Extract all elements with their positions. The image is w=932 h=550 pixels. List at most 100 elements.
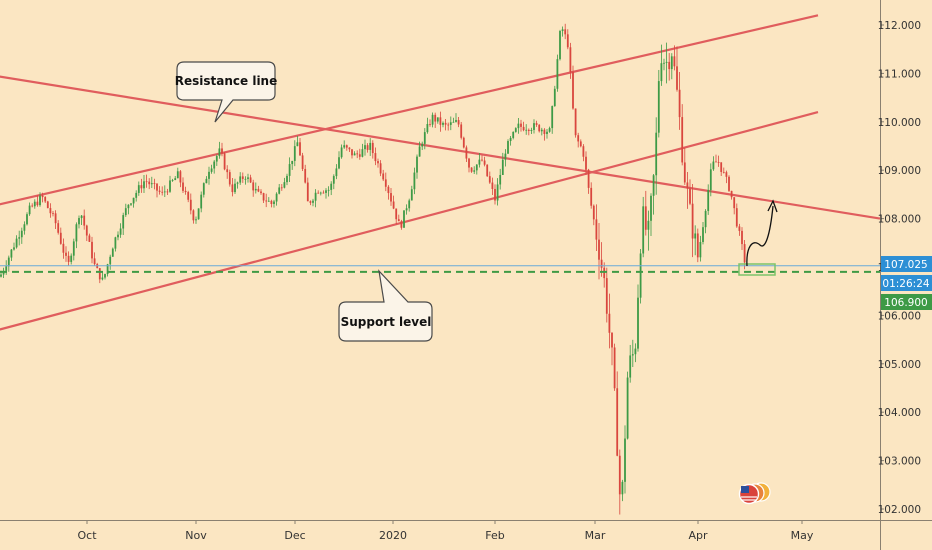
candle-body	[551, 106, 554, 129]
candle-body	[371, 142, 374, 154]
candle-body	[83, 215, 86, 226]
candle-body	[686, 182, 689, 189]
candle-body	[444, 122, 447, 125]
candle-body	[548, 128, 551, 132]
candle-body	[455, 120, 457, 122]
candle-body	[494, 188, 496, 201]
candle-body	[205, 178, 208, 184]
candle-body	[148, 181, 151, 185]
candle-body	[496, 184, 499, 201]
candle-body	[665, 61, 668, 63]
candle-body	[605, 278, 608, 314]
candle-body	[481, 159, 483, 161]
candle-body	[322, 192, 325, 194]
trendline-channel-upper[interactable]	[0, 14, 819, 209]
candle-body	[634, 348, 637, 355]
candle-body	[720, 162, 723, 172]
candle-body	[577, 135, 580, 142]
candle-body	[171, 180, 174, 181]
candle-body	[657, 81, 660, 133]
resistance-callout[interactable]	[176, 61, 276, 123]
candle-body	[717, 162, 720, 163]
candle-body	[582, 146, 585, 157]
candle-body	[478, 159, 481, 165]
candle-body	[5, 266, 8, 271]
candle-body	[143, 181, 145, 189]
candle-body	[579, 141, 582, 147]
candle-body	[301, 155, 304, 169]
candle-body	[80, 215, 83, 219]
x-tick-label: Mar	[585, 529, 606, 542]
candle-body	[572, 72, 574, 109]
support-callout[interactable]	[338, 269, 433, 342]
candle-body	[488, 176, 491, 183]
candle-body	[221, 148, 223, 154]
candle-body	[728, 176, 730, 191]
candle-body	[569, 47, 572, 73]
candle-body	[223, 153, 226, 170]
candle-body	[514, 128, 517, 132]
candle-body	[543, 129, 546, 134]
candle-body	[234, 183, 236, 193]
candle-body	[486, 164, 489, 177]
candle-body	[353, 153, 356, 156]
candle-body	[361, 149, 364, 157]
candle-body	[644, 206, 647, 230]
candle-body	[291, 160, 294, 165]
candle-body	[335, 168, 338, 177]
candle-body	[345, 145, 348, 148]
candle-body	[270, 200, 273, 204]
candle-body	[465, 147, 468, 159]
candle-body	[254, 188, 257, 191]
candle-body	[304, 168, 307, 183]
candle-body	[158, 190, 161, 192]
candle-body	[122, 215, 125, 229]
candle-body	[642, 206, 645, 254]
candle-body	[348, 147, 351, 150]
candle-body	[247, 177, 249, 179]
event-flag-icons[interactable]	[738, 482, 771, 505]
price-levels	[0, 265, 880, 273]
candle-body	[106, 264, 109, 275]
candle-body	[275, 193, 278, 202]
candle-body	[54, 213, 57, 224]
candle-body	[652, 175, 655, 196]
candle-body	[475, 164, 478, 171]
candle-body	[725, 172, 728, 177]
candle-body	[150, 183, 153, 185]
candle-body	[384, 179, 387, 187]
candle-body	[273, 201, 275, 204]
candle-body	[327, 189, 330, 191]
candle-body	[93, 258, 96, 265]
candle-body	[127, 204, 130, 209]
trendline-resistance[interactable]	[0, 73, 881, 220]
candle-body	[101, 277, 104, 280]
candle-body	[192, 210, 195, 221]
x-tick-label: Oct	[77, 529, 97, 542]
support-target-box[interactable]	[738, 263, 776, 276]
candle-body	[72, 241, 75, 256]
candle-body	[429, 124, 431, 125]
candle-body	[179, 171, 182, 183]
candle-body	[647, 220, 650, 230]
y-tick-label: 112.000	[878, 20, 921, 32]
candle-body	[67, 255, 70, 262]
candle-body	[369, 142, 372, 150]
x-tick-label: May	[791, 529, 814, 542]
candle-body	[62, 243, 65, 253]
candle-body	[715, 161, 717, 163]
candle-body	[436, 117, 439, 122]
candle-body	[449, 122, 452, 125]
candle-body	[585, 156, 587, 170]
candle-body	[691, 203, 694, 239]
candle-body	[574, 108, 577, 136]
candle-body	[637, 297, 639, 349]
plot-area	[0, 0, 880, 520]
candle-body	[325, 190, 327, 193]
candle-body	[600, 259, 603, 268]
candle-body	[512, 131, 515, 138]
candle-body	[712, 161, 715, 170]
x-tick-label: Nov	[185, 529, 207, 542]
trendline-channel-lower[interactable]	[0, 111, 819, 335]
